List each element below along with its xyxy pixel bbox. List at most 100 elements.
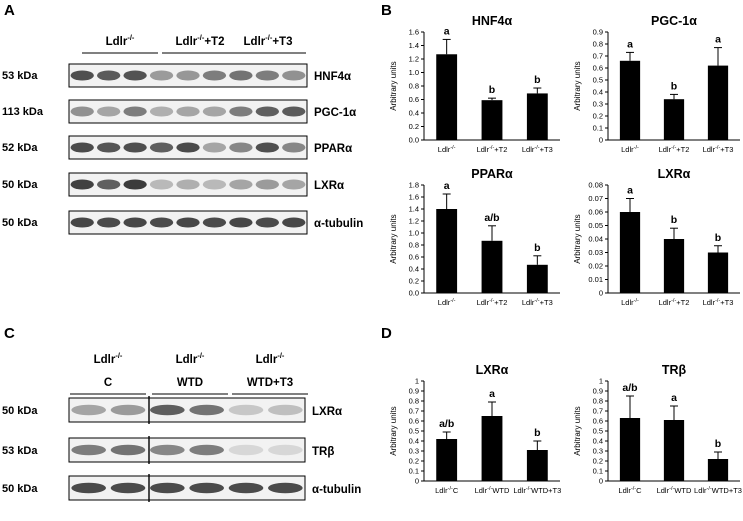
blot-strip xyxy=(68,172,308,197)
significance-letter: a xyxy=(444,25,450,37)
y-tick-label: 0.9 xyxy=(593,28,603,37)
y-tick-label: 0.2 xyxy=(593,457,603,466)
y-axis-label: Arbitrary units xyxy=(389,61,398,110)
blot-band xyxy=(97,217,121,228)
kda-label: 52 kDa xyxy=(2,142,38,154)
significance-letter: b xyxy=(715,438,721,450)
blot-band xyxy=(110,404,146,416)
bar xyxy=(707,459,729,481)
x-tick-label: Ldlr-/- xyxy=(438,145,456,154)
y-tick-label: 0.8 xyxy=(409,397,419,406)
kda-label: 50 kDa xyxy=(2,179,38,191)
y-tick-label: 0.8 xyxy=(409,82,419,91)
y-tick-label: 0 xyxy=(599,289,603,298)
y-tick-label: 0.8 xyxy=(593,40,603,49)
blot-band xyxy=(176,217,200,228)
blot-band xyxy=(150,444,185,456)
bar xyxy=(707,252,729,293)
y-tick-label: 0.9 xyxy=(593,387,603,396)
significance-letter: a xyxy=(715,34,721,46)
bar xyxy=(663,99,685,140)
y-axis-label: Arbitrary units xyxy=(573,406,582,455)
chart-title: HNF4α xyxy=(472,14,513,28)
significance-letter: b xyxy=(671,214,677,226)
bar xyxy=(436,54,458,140)
blot-frame xyxy=(68,475,306,501)
blot-band xyxy=(176,70,200,81)
y-tick-label: 0.06 xyxy=(588,208,603,217)
chart-title: TRβ xyxy=(662,363,687,377)
y-tick-label: 1.6 xyxy=(409,193,419,202)
y-axis-label: Arbitrary units xyxy=(573,214,582,263)
blot-band xyxy=(123,106,147,117)
bar xyxy=(619,418,641,481)
y-tick-label: 0.6 xyxy=(409,95,419,104)
blot-band xyxy=(150,482,185,494)
y-tick-label: 0 xyxy=(415,477,419,486)
blot-strip xyxy=(68,436,306,464)
y-tick-label: 0.5 xyxy=(409,427,419,436)
x-tick-label: Ldlr-/-WTD xyxy=(475,486,510,495)
blot-band xyxy=(71,482,106,494)
bar-chart-d-5: TRβ Arbitrary units 00.10.20.30.40.50.60.7… xyxy=(573,363,742,495)
bar xyxy=(619,60,641,140)
y-tick-label: 0.1 xyxy=(409,467,419,476)
y-tick-label: 0.2 xyxy=(409,457,419,466)
chart-title: PGC-1α xyxy=(651,14,697,28)
y-tick-label: 0.5 xyxy=(593,427,603,436)
blot-band xyxy=(229,106,253,117)
x-tick-label: Ldlr-/-C xyxy=(618,486,642,495)
blot-band xyxy=(189,482,224,494)
y-tick-label: 0.05 xyxy=(588,221,603,230)
significance-letter: a xyxy=(671,392,677,404)
blot-band xyxy=(189,404,224,416)
y-tick-label: 0.7 xyxy=(409,407,419,416)
blot-band xyxy=(255,217,279,228)
bar-chart-b-3: LXRα Arbitrary units 0 0.01 0.02 0.03 0.04 0.05… xyxy=(573,167,740,307)
blot-band xyxy=(176,179,200,190)
kda-label: 50 kDa xyxy=(2,483,38,495)
blot-strip xyxy=(68,474,306,502)
bar xyxy=(481,100,503,140)
blot-band xyxy=(282,217,306,228)
y-tick-label: 0.2 xyxy=(593,112,603,121)
significance-letter: b xyxy=(489,84,495,96)
y-tick-label: 1.0 xyxy=(409,229,419,238)
group-label: Ldlr-/-+T3 xyxy=(244,33,293,48)
x-tick-label: Ldlr-/-+T2 xyxy=(477,298,508,307)
blot-band xyxy=(282,70,306,81)
blot-band xyxy=(149,217,174,228)
group-label: Ldlr-/-+T2 xyxy=(176,33,225,48)
bar-charts: HNF4α Arbitrary units 0.0 0.2 0.4 0.6 0.8 1.0 1.… xyxy=(389,14,742,495)
blot-band xyxy=(189,444,224,456)
blot-band xyxy=(282,106,306,117)
protein-label: PGC-1α xyxy=(314,107,356,119)
blot-band xyxy=(110,482,146,494)
blot-band xyxy=(228,404,264,416)
blot-band xyxy=(268,444,303,456)
y-tick-label: 1 xyxy=(599,377,603,386)
group-sublabel: WTD+T3 xyxy=(247,377,293,389)
group-sublabel: C xyxy=(104,377,112,389)
y-tick-label: 0.4 xyxy=(409,265,419,274)
kda-label: 53 kDa xyxy=(2,445,38,457)
significance-letter: b xyxy=(715,232,721,244)
blot-strip xyxy=(68,63,308,88)
bar xyxy=(663,420,685,481)
kda-label: 53 kDa xyxy=(2,70,38,82)
blot-band xyxy=(149,70,174,81)
protein-label: TRβ xyxy=(312,446,334,458)
y-tick-label: 0.4 xyxy=(409,109,419,118)
blot-band xyxy=(229,179,253,190)
blot-band xyxy=(70,106,94,117)
y-tick-label: 0.3 xyxy=(593,100,603,109)
y-tick-label: 0.3 xyxy=(593,447,603,456)
bar-chart-b-0: HNF4α Arbitrary units 0.0 0.2 0.4 0.6 0.8 1.0 1.… xyxy=(389,14,560,154)
x-tick-label: Ldlr-/- xyxy=(438,298,456,307)
blot-band xyxy=(149,106,174,117)
y-tick-label: 0.07 xyxy=(588,194,603,203)
significance-letter: b xyxy=(534,427,540,439)
significance-letter: a/b xyxy=(484,212,499,224)
bar-chart-b-2: PPARα Arbitrary units 0.0 0.2 0.4 0.6 0.8 1.0 1.… xyxy=(389,167,560,307)
y-tick-label: 0.0 xyxy=(409,136,419,145)
